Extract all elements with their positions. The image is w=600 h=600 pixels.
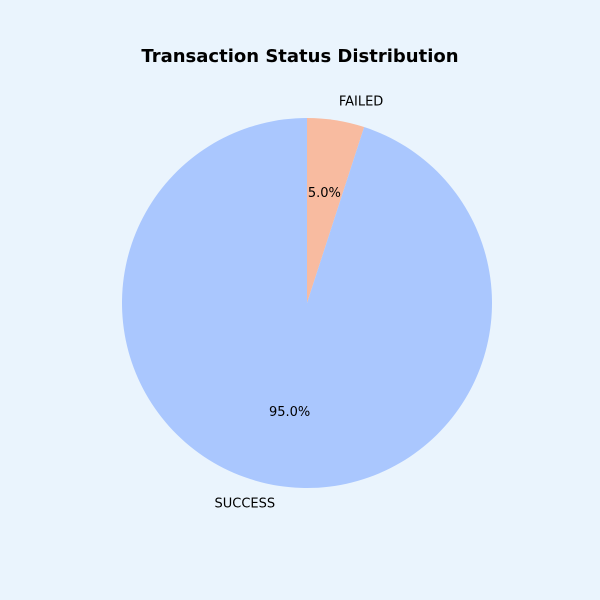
slice-label-success: SUCCESS bbox=[215, 496, 276, 511]
slice-percent-failed: 5.0% bbox=[308, 186, 341, 201]
pie-slice-failed bbox=[307, 118, 365, 303]
slice-label-failed: FAILED bbox=[339, 95, 383, 110]
slice-percent-success: 95.0% bbox=[269, 405, 310, 420]
pie-slice-success bbox=[121, 118, 492, 489]
chart-title: Transaction Status Distribution bbox=[141, 46, 459, 67]
